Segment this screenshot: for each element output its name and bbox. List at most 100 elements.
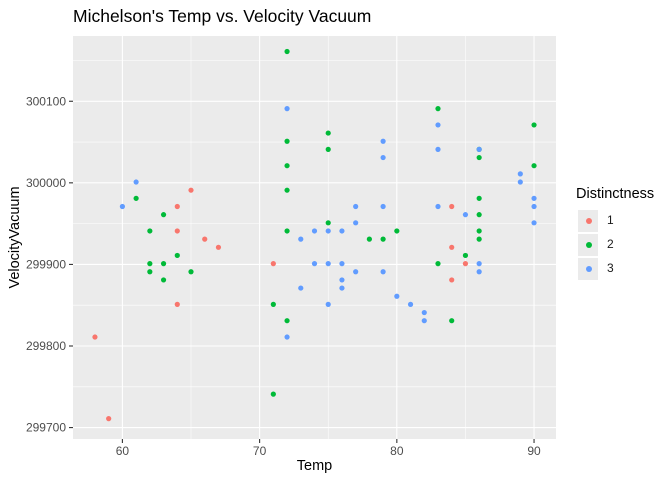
data-point-series-2 [476,154,482,161]
data-point-series-3 [394,293,400,299]
x-tick-label: 90 [527,444,541,458]
legend-item: 1 [576,210,666,234]
data-point-series-1 [462,261,469,267]
data-point-series-2 [284,138,290,144]
data-point-series-2 [476,236,482,242]
legend-dot-3 [586,266,592,272]
data-point-series-3 [284,334,290,340]
y-tick-label: 300000 [26,176,66,190]
data-point-series-2 [476,195,482,201]
data-point-series-2 [188,269,194,275]
plot-panel [73,36,556,439]
data-point-series-3 [311,228,318,234]
data-point-series-2 [270,301,276,307]
data-point-series-1 [174,203,180,210]
data-point-series-1 [174,301,180,307]
data-point-series-2 [147,228,153,234]
x-tick-label: 80 [390,444,404,458]
y-tick-label: 299900 [26,257,66,271]
data-point-series-2 [160,212,167,218]
data-point-series-2 [284,228,290,234]
data-point-series-1 [188,187,194,193]
data-point-series-3 [435,122,441,128]
major-gridlines [73,36,556,439]
data-point-series-2 [325,130,331,136]
data-point-series-2 [449,318,455,324]
data-point-series-2 [531,163,537,169]
data-point-series-3 [133,179,139,185]
y-tick-label: 300100 [26,94,66,108]
data-point-series-2 [174,252,180,259]
data-point-series-3 [407,301,414,307]
y-axis: 299700 299800 299900 300000 300100 [26,94,73,435]
data-point-series-2 [284,187,290,193]
data-point-series-3 [462,212,469,218]
y-tick-label: 299700 [26,421,66,435]
legend-key [578,210,598,232]
data-point-series-1 [449,244,455,250]
data-point-series-1 [270,261,276,267]
data-point-series-3 [353,203,359,210]
data-point-series-3 [339,285,345,291]
data-point-series-3 [325,261,331,267]
data-point-series-3 [421,309,427,316]
data-point-series-3 [311,261,318,267]
data-point-series-3 [380,138,386,144]
data-point-series-1 [92,334,98,340]
data-point-series-1 [449,203,455,210]
data-point-series-1 [215,244,222,250]
legend-item: 2 [576,234,666,258]
data-point-series-2 [435,261,441,267]
data-point-series-2 [325,220,331,226]
data-point-series-2 [133,195,139,201]
data-point-series-3 [339,261,345,267]
data-point-series-2 [284,48,290,55]
data-point-series-2 [160,277,167,283]
legend: Distinctness 1 2 3 [576,186,666,282]
data-point-series-3 [476,269,482,275]
data-point-series-3 [119,203,125,210]
data-point-series-2 [270,391,276,397]
data-point-series-3 [325,301,331,307]
legend-label-1: 1 [607,213,614,227]
data-point-series-2 [476,228,482,234]
data-point-series-1 [174,228,180,234]
x-tick-label: 70 [253,444,267,458]
chart-title: Michelson's Temp vs. Velocity Vacuum [73,6,372,26]
data-point-series-3 [284,106,290,112]
legend-key [578,234,598,256]
data-point-series-1 [106,416,112,422]
data-point-series-3 [476,146,482,152]
data-point-series-3 [517,171,523,177]
legend-title: Distinctness [576,186,655,202]
data-point-series-3 [353,220,359,226]
data-point-series-1 [202,236,208,242]
data-point-series-3 [421,318,427,324]
data-point-series-2 [325,146,331,152]
data-point-series-2 [462,252,469,259]
data-point-series-3 [435,146,441,152]
data-point-series-3 [380,269,386,275]
data-point-series-3 [476,261,482,267]
legend-label-3: 3 [607,261,614,275]
data-point-series-2 [160,261,167,267]
data-point-series-3 [325,228,331,234]
data-point-series-2 [284,163,290,169]
data-point-series-3 [353,269,359,275]
data-point-series-3 [298,285,304,291]
data-point-series-2 [147,261,153,267]
data-point-series-3 [380,203,386,210]
legend-item: 3 [576,258,666,282]
data-point-series-2 [435,106,441,112]
data-point-series-3 [531,220,537,226]
data-point-series-3 [531,195,537,201]
data-point-series-2 [394,228,400,234]
data-point-series-2 [366,236,372,242]
minor-gridlines [73,36,556,439]
legend-key [578,258,598,280]
data-point-series-3 [339,277,345,283]
data-point-series-3 [435,203,441,210]
legend-label-2: 2 [607,237,614,251]
data-point-series-3 [339,228,345,234]
